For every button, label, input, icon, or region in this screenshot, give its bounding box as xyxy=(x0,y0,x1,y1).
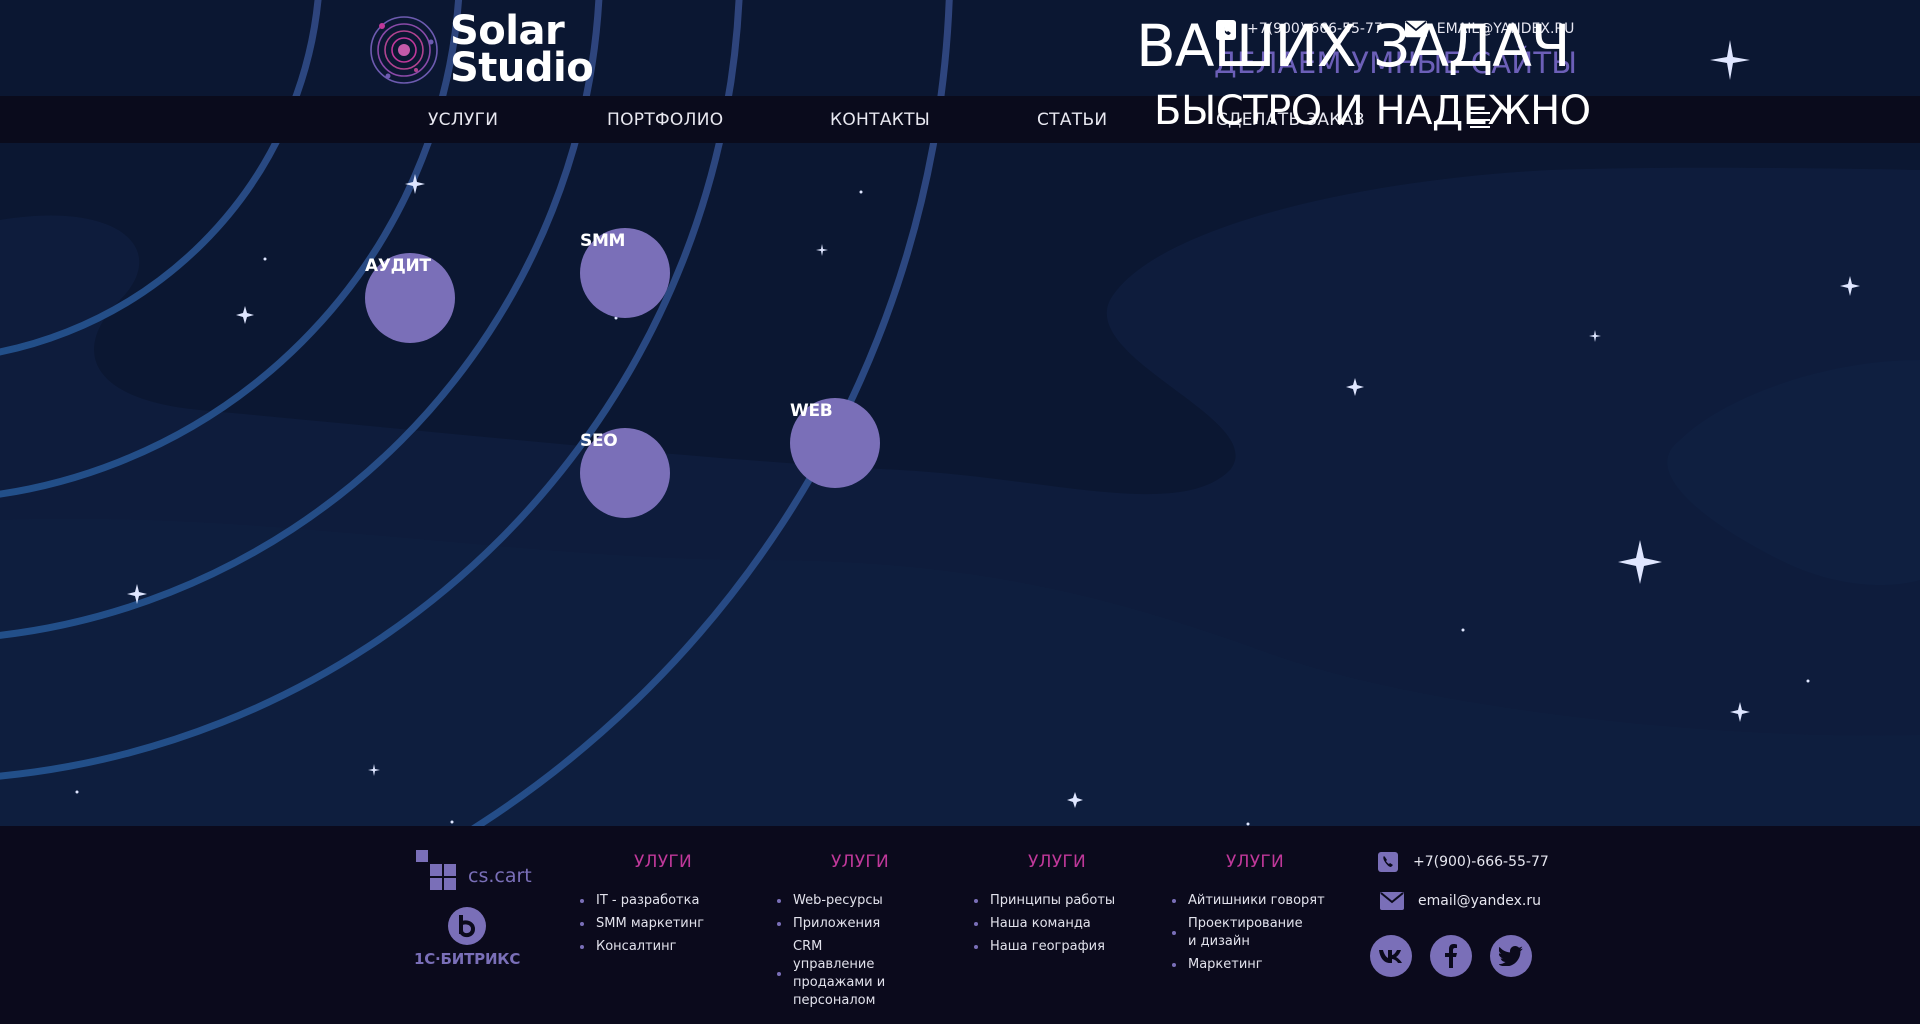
partner-cscart-text: cs.cart xyxy=(468,865,532,887)
footer-link[interactable]: Консалтинг xyxy=(578,938,748,956)
header: Solar Studio +7(900)-666-55-77 EMAIL@YAN… xyxy=(0,0,1920,96)
footer-link[interactable]: Приложения xyxy=(775,915,945,933)
planet-smm[interactable] xyxy=(580,228,670,318)
headline-subtitle: ДЕЛАЕМ УМНЫЕ САЙТЫ xyxy=(1214,46,1578,80)
planet-audit[interactable] xyxy=(365,253,455,343)
planet-seo[interactable] xyxy=(580,428,670,518)
nav-item-services[interactable]: УСЛУГИ xyxy=(428,110,499,130)
footer-link[interactable]: Наша команда xyxy=(972,915,1142,933)
header-phone-text: +7(900)-666-55-77 xyxy=(1247,21,1383,37)
burger-menu-icon[interactable] xyxy=(1470,112,1490,128)
phone-icon xyxy=(1215,20,1237,40)
footer-column-title: УЛУГИ xyxy=(633,852,693,872)
footer-link[interactable]: IT - разработка xyxy=(578,892,748,910)
phone-icon xyxy=(1378,852,1398,872)
header-contacts: +7(900)-666-55-77 EMAIL@YANDEX.RU xyxy=(1215,20,1588,40)
footer-column-2: УЛУГИ Web-ресурсы Приложения CRM управле… xyxy=(775,852,945,1015)
nav-item-order[interactable]: СДЕЛАТЬ ЗАКАЗ xyxy=(1216,110,1365,130)
email-icon xyxy=(1380,892,1404,910)
planet-label-web[interactable]: WEB xyxy=(790,401,833,421)
planet-label-seo[interactable]: SEO xyxy=(580,431,618,451)
footer-link[interactable]: Web-ресурсы xyxy=(775,892,945,910)
planet-label-audit[interactable]: АУДИТ xyxy=(365,256,431,276)
header-email-text: EMAIL@YANDEX.RU xyxy=(1436,21,1575,37)
footer-column-title: УЛУГИ xyxy=(1225,852,1285,872)
headline-tagline: БЫСТРО И НАДЕЖНО xyxy=(1154,88,1591,134)
footer-link[interactable]: Проектирование и дизайн xyxy=(1170,915,1310,951)
footer-phone-text: +7(900)-666-55-77 xyxy=(1413,854,1549,870)
footer-link[interactable]: Маркетинг xyxy=(1170,956,1340,974)
planet-web[interactable] xyxy=(790,398,880,488)
email-icon xyxy=(1404,20,1427,38)
footer-column-title: УЛУГИ xyxy=(830,852,890,872)
cscart-logo-icon xyxy=(416,850,456,890)
footer-column-4: УЛУГИ Айтишники говорят Проектирование и… xyxy=(1170,852,1340,979)
header-email[interactable]: EMAIL@YANDEX.RU xyxy=(1404,20,1575,38)
footer-link[interactable]: SMM маркетинг xyxy=(578,915,748,933)
footer-link[interactable]: CRM управление продажами и персоналом xyxy=(775,938,905,1010)
logo[interactable]: Solar Studio xyxy=(368,8,594,91)
solar-system-logo-icon xyxy=(370,16,438,84)
logo-text: Solar Studio xyxy=(450,8,594,91)
bitrix-logo-icon xyxy=(448,907,487,945)
twitter-icon[interactable] xyxy=(1490,935,1532,977)
footer-email-text: email@yandex.ru xyxy=(1418,893,1541,909)
footer-link[interactable]: Наша география xyxy=(972,938,1142,956)
facebook-icon[interactable] xyxy=(1430,935,1472,977)
footer-column-3: УЛУГИ Принципы работы Наша команда Наша … xyxy=(972,852,1142,961)
footer-column-1: УЛУГИ IT - разработка SMM маркетинг Конс… xyxy=(578,852,748,961)
footer-link[interactable]: Айтишники говорят xyxy=(1170,892,1340,910)
footer: cs.cart 1С·БИТРИКС УЛУГИ IT - разработка… xyxy=(0,826,1920,1024)
nav-item-articles[interactable]: СТАТЬИ xyxy=(1037,110,1108,130)
vk-icon[interactable] xyxy=(1370,935,1412,977)
nav-item-portfolio[interactable]: ПОРТФОЛИО xyxy=(607,110,724,130)
partner-bitrix-text: 1С·БИТРИКС xyxy=(414,950,521,968)
logo-line-1: Solar xyxy=(450,8,565,54)
footer-column-title: УЛУГИ xyxy=(1027,852,1087,872)
footer-phone[interactable]: +7(900)-666-55-77 xyxy=(1377,852,1549,872)
nav-item-contacts[interactable]: КОНТАКТЫ xyxy=(830,110,931,130)
planet-label-smm[interactable]: SMM xyxy=(580,231,626,251)
logo-line-2: Studio xyxy=(450,45,594,91)
partner-cscart[interactable]: cs.cart xyxy=(416,850,532,890)
footer-link[interactable]: Принципы работы xyxy=(972,892,1142,910)
header-phone[interactable]: +7(900)-666-55-77 xyxy=(1215,20,1383,40)
partner-bitrix[interactable]: 1С·БИТРИКС xyxy=(414,906,520,968)
main-nav: УСЛУГИ ПОРТФОЛИО КОНТАКТЫ СТАТЬИ СДЕЛАТЬ… xyxy=(0,96,1920,143)
footer-email[interactable]: email@yandex.ru xyxy=(1380,892,1541,910)
